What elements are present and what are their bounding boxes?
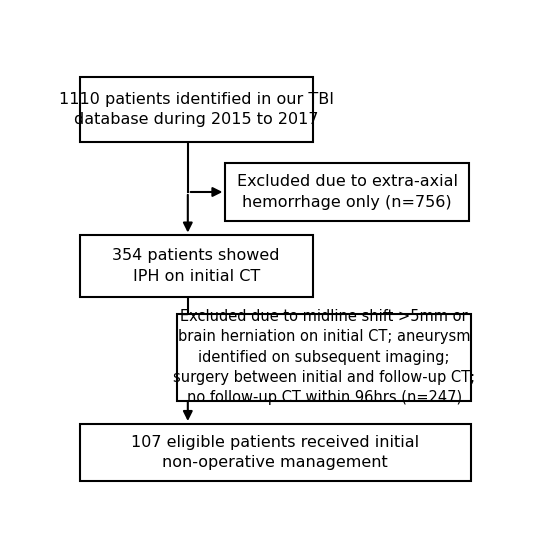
Text: 1110 patients identified in our TBI
database during 2015 to 2017: 1110 patients identified in our TBI data… xyxy=(59,92,333,127)
FancyBboxPatch shape xyxy=(79,76,313,142)
FancyBboxPatch shape xyxy=(177,314,471,400)
FancyBboxPatch shape xyxy=(79,235,313,297)
FancyBboxPatch shape xyxy=(226,163,469,221)
Text: 354 patients showed
IPH on initial CT: 354 patients showed IPH on initial CT xyxy=(112,249,280,284)
Text: Excluded due to extra-axial
hemorrhage only (n=756): Excluded due to extra-axial hemorrhage o… xyxy=(236,174,458,210)
Text: Excluded due to midline shift >5mm or
brain herniation on initial CT; aneurysm
i: Excluded due to midline shift >5mm or br… xyxy=(173,309,475,405)
FancyBboxPatch shape xyxy=(79,424,471,481)
Text: 107 eligible patients received initial
non-operative management: 107 eligible patients received initial n… xyxy=(131,434,419,470)
